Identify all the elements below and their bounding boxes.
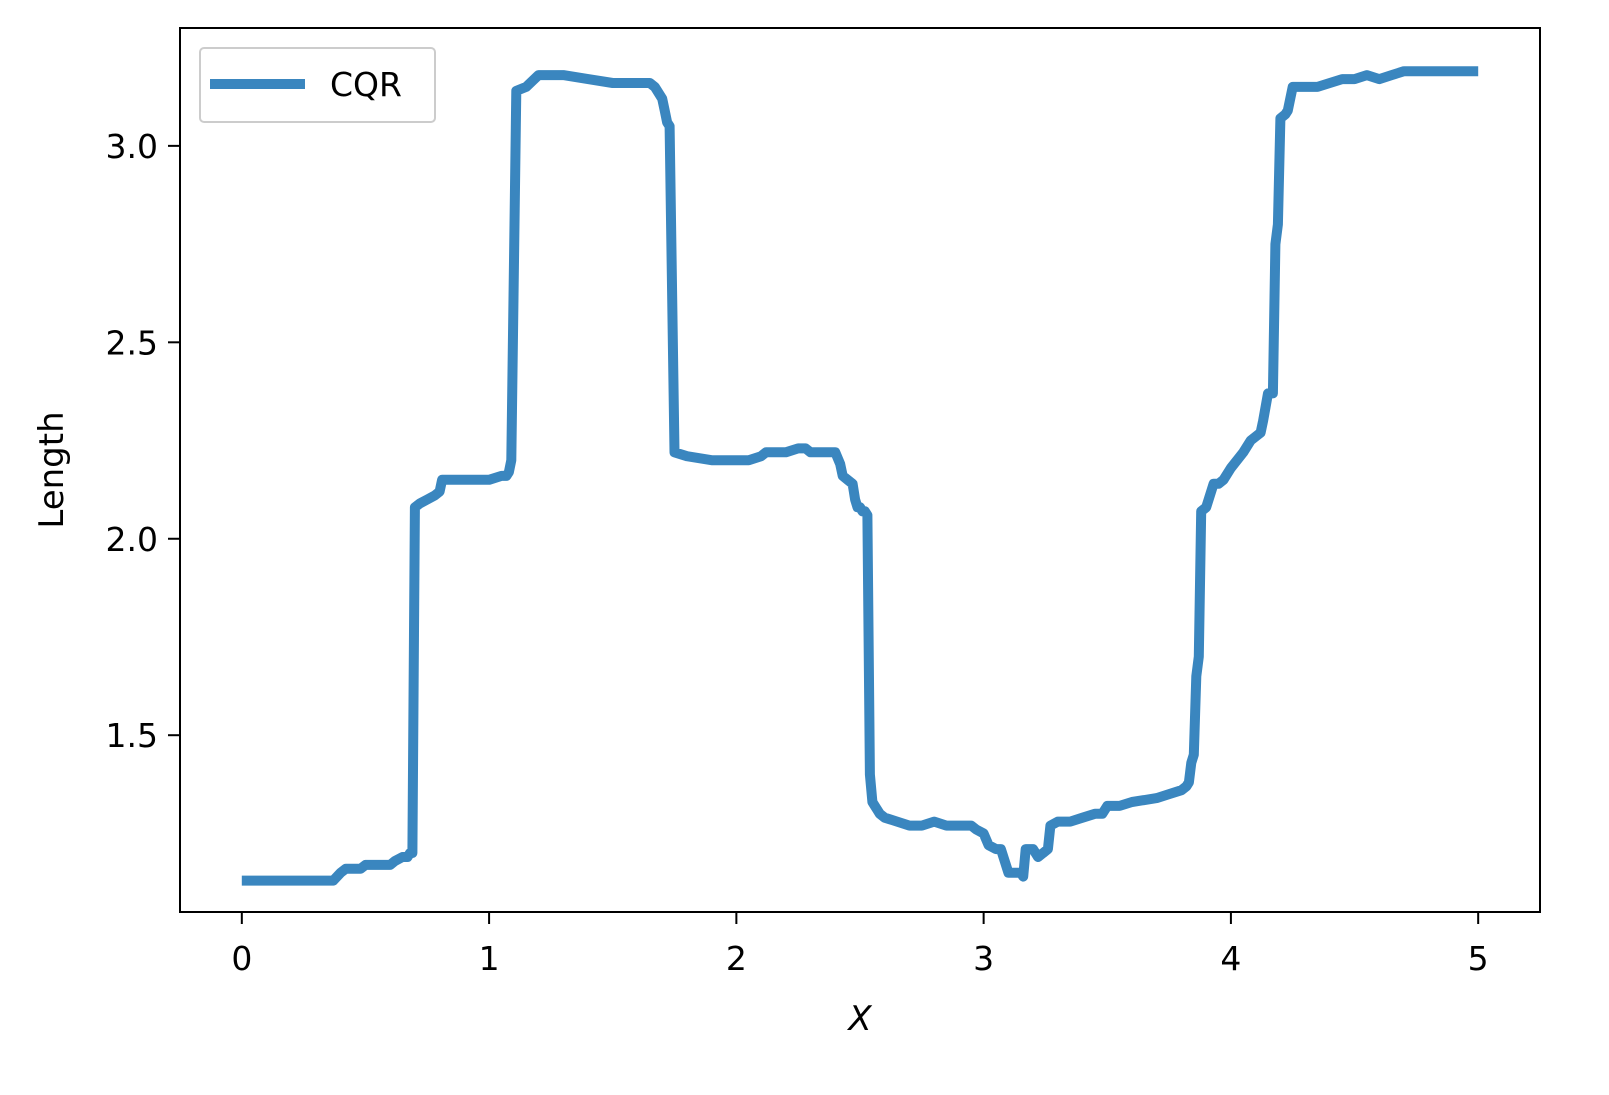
x-tick-label: 0 (231, 939, 252, 978)
x-tick-label: 4 (1220, 939, 1241, 978)
y-tick-label: 2.5 (106, 323, 158, 362)
y-tick-label: 3.0 (106, 127, 158, 166)
legend-label-cqr: CQR (330, 65, 402, 104)
y-axis-ticks: 1.5 2.0 2.5 3.0 (106, 127, 180, 755)
y-tick-label: 2.0 (106, 520, 158, 559)
x-axis-ticks: 0 1 2 3 4 5 (231, 912, 1489, 978)
y-axis-label: Length (32, 411, 72, 528)
legend-box (199, 47, 436, 123)
plot-frame (179, 27, 1541, 913)
series-layer (241, 66, 1479, 886)
x-tick-label: 2 (726, 939, 747, 978)
series-line-cqr (241, 66, 1479, 886)
legend: CQR (199, 47, 436, 123)
x-tick-label: 1 (479, 939, 500, 978)
y-tick-label: 1.5 (106, 716, 158, 755)
x-axis-label: X (846, 999, 872, 1039)
x-tick-label: 3 (973, 939, 994, 978)
x-tick-label: 5 (1468, 939, 1489, 978)
